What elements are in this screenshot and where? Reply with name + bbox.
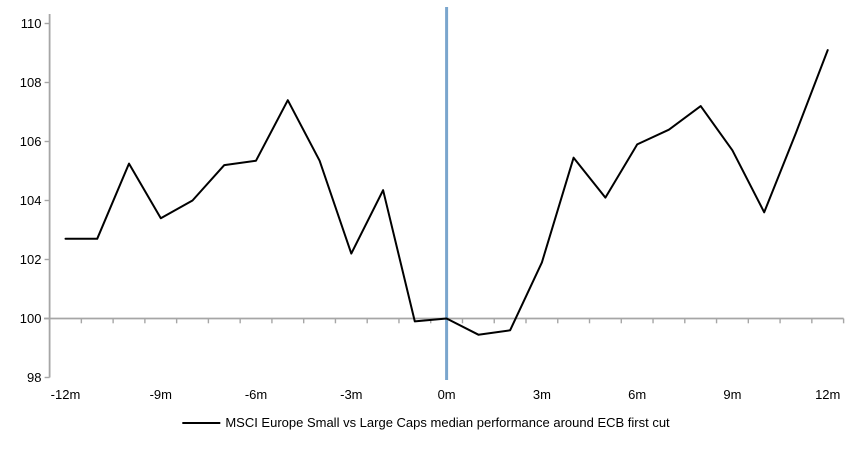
x-tick-label: -3m [340, 387, 362, 402]
x-tick-label: -6m [245, 387, 267, 402]
y-tick-label: 110 [21, 16, 42, 31]
y-tick-label: 108 [20, 75, 42, 90]
x-tick-label: 9m [723, 387, 741, 402]
y-tick-label: 100 [20, 311, 42, 326]
x-tick-label: -12m [51, 387, 81, 402]
series-line [64, 49, 829, 336]
y-tick-label: 106 [20, 134, 42, 149]
x-tick-label: 12m [815, 387, 840, 402]
legend: MSCI Europe Small vs Large Caps median p… [182, 415, 670, 430]
legend-line-marker [182, 421, 221, 424]
y-tick-label: 102 [20, 252, 42, 267]
legend-label: MSCI Europe Small vs Large Caps median p… [225, 415, 670, 430]
x-tick-label: -9m [150, 387, 172, 402]
x-tick-label: 3m [533, 387, 551, 402]
x-tick-label: 6m [628, 387, 646, 402]
x-tick-label: 0m [438, 387, 456, 402]
y-tick-label: 98 [27, 370, 41, 385]
y-tick-label: 104 [20, 193, 42, 208]
